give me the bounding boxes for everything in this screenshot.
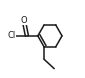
Text: Cl: Cl [7, 31, 15, 40]
Text: O: O [20, 16, 27, 25]
